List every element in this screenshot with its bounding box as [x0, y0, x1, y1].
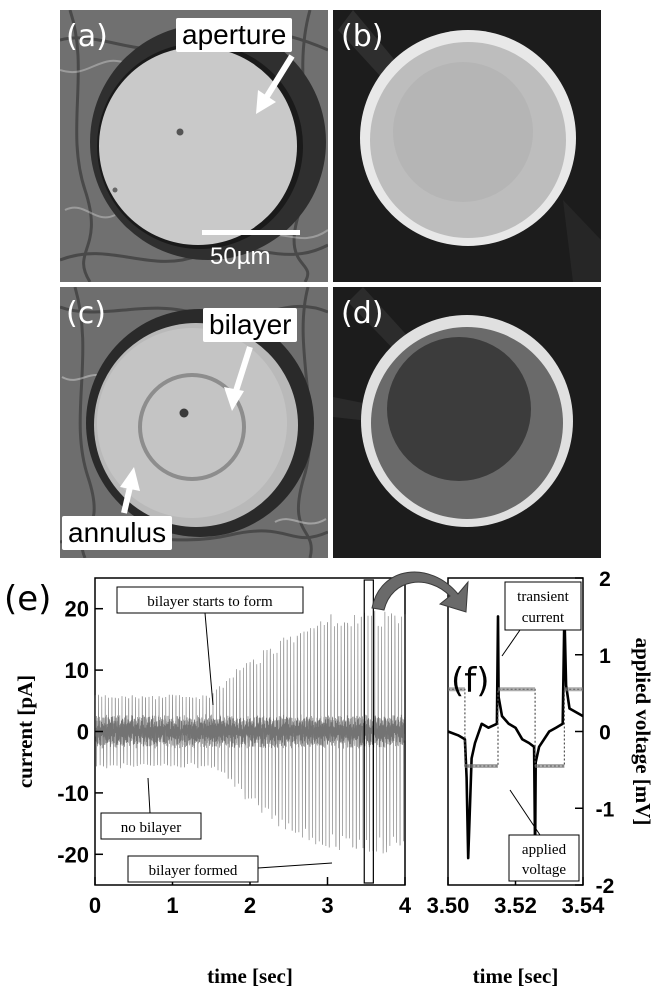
- annotation-transient-current: transient current: [504, 581, 582, 631]
- y-tick-label: 1: [599, 645, 611, 668]
- chart-f-y-axis-title: applied voltage [mV]: [631, 638, 652, 826]
- scale-bar: [202, 230, 300, 235]
- x-tick-label: 3: [321, 893, 333, 918]
- panel-label-a: (a): [66, 19, 108, 54]
- chart-e-panel-label: (e): [4, 579, 51, 619]
- fluorescence-image-bilayer: [333, 287, 601, 558]
- chart-f-x-axis-title: time [sec]: [473, 964, 559, 988]
- svg-text:applied: applied: [522, 842, 567, 858]
- annotation-leader: [501, 629, 521, 657]
- y-tick-label: -1: [596, 798, 615, 821]
- svg-text:bilayer formed: bilayer formed: [149, 863, 238, 879]
- svg-text:voltage: voltage: [522, 862, 566, 878]
- chart-f-panel-label: (f): [451, 661, 490, 701]
- panel-label-c: (c): [66, 296, 106, 331]
- svg-text:transient: transient: [517, 589, 569, 605]
- x-tick-label: 0: [89, 893, 101, 918]
- aperture-arrow: [256, 54, 295, 114]
- y-tick-label: 0: [599, 722, 611, 745]
- y-tick-label: 20: [65, 597, 89, 622]
- annotation-bilayer-formed: bilayer formed: [127, 855, 259, 883]
- fluorescence-image-no-bilayer: [333, 10, 601, 282]
- zoom-indicator: [363, 571, 469, 884]
- aperture-micrograph: [60, 10, 328, 282]
- y-tick-label: 0: [77, 720, 89, 745]
- micrograph-panel-a: (a) aperture 50µm: [60, 10, 328, 282]
- transient-current-series: [447, 611, 584, 860]
- y-tick-label: 2: [599, 568, 611, 591]
- x-tick-label: 3.54: [562, 893, 606, 918]
- zoom-arrow: [371, 571, 469, 613]
- svg-text:current: current: [522, 610, 565, 626]
- x-tick-label: 3.52: [494, 893, 537, 918]
- y-tick-label: -10: [57, 781, 89, 806]
- panel-label-b: (b): [341, 19, 384, 54]
- zoom-window: [363, 579, 374, 884]
- annotation-leader: [204, 612, 214, 706]
- chart-e-x-axis-title: time [sec]: [207, 964, 293, 988]
- micrograph-panel-d: (d): [333, 287, 601, 558]
- chart-f-transient-zoom: 3.50 3.52 3.54-2 -1 0 1 2 (f) applied voltage …: [427, 568, 652, 988]
- micrograph-panel-c: (c) bilayer annulus: [60, 287, 328, 558]
- annotation-applied-voltage: applied voltage: [508, 834, 580, 882]
- current-trace: [94, 610, 406, 854]
- annotation-bilayer-starts: bilayer starts to form: [116, 586, 304, 614]
- svg-text:bilayer starts to form: bilayer starts to form: [147, 594, 273, 610]
- bilayer-callout: bilayer: [203, 308, 298, 342]
- panel-label-d: (d): [341, 296, 384, 331]
- annotation-leader: [257, 862, 333, 869]
- micrograph-panel-b: (b): [333, 10, 601, 282]
- aperture-callout: aperture: [176, 18, 293, 52]
- x-tick-label: 1: [166, 893, 178, 918]
- svg-text:no bilayer: no bilayer: [121, 820, 181, 836]
- annotation-no-bilayer: no bilayer: [100, 812, 202, 840]
- x-tick-label: 3.50: [427, 893, 470, 918]
- scale-bar-label: 50µm: [210, 243, 271, 270]
- callout-arrows: [120, 346, 253, 514]
- annotation-leader: [147, 777, 151, 814]
- chart-e-current-trace: 0 1 2 3 4 -20 -10 0 10 20 (e) current [pA] time […: [4, 577, 412, 988]
- y-tick-label: -2: [596, 875, 615, 898]
- y-tick-label: 10: [65, 658, 89, 683]
- chart-e-y-axis-title: current [pA]: [13, 675, 37, 788]
- annotation-leader: [509, 789, 541, 836]
- annulus-callout: annulus: [62, 516, 173, 550]
- y-tick-label: -20: [57, 842, 89, 867]
- x-tick-label: 4: [399, 893, 412, 918]
- x-tick-label: 2: [244, 893, 256, 918]
